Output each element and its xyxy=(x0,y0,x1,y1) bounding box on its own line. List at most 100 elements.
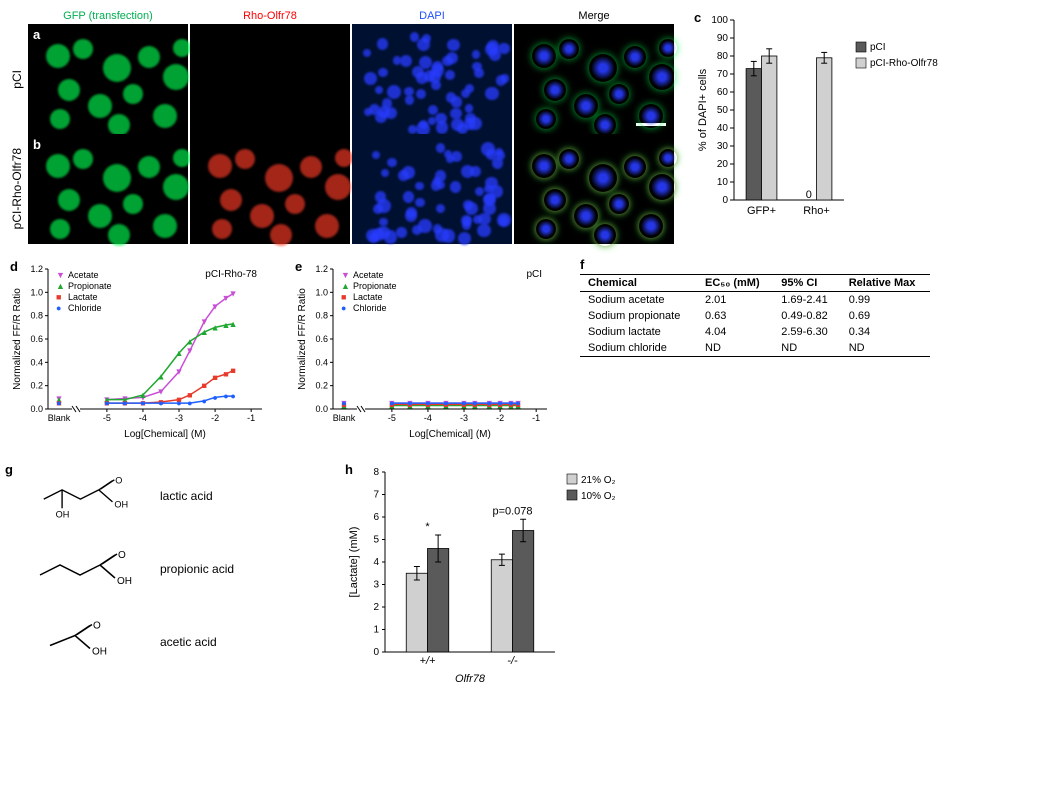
panel-c-bar-chart: c 0102030405060708090100% of DAPI+ cells… xyxy=(694,10,944,233)
svg-text:-4: -4 xyxy=(424,413,432,423)
microscopy-panel: a xyxy=(28,24,188,134)
svg-text:10% O₂: 10% O₂ xyxy=(581,491,616,502)
svg-text:▲: ▲ xyxy=(341,281,350,291)
microscopy-header: DAPI xyxy=(352,10,512,22)
svg-text:30: 30 xyxy=(717,141,729,152)
svg-text:-/-: -/- xyxy=(507,655,518,667)
svg-text:5: 5 xyxy=(373,535,379,546)
svg-text:●: ● xyxy=(341,303,346,313)
panel-letter: e xyxy=(295,259,302,274)
svg-text:pCI-Rho-78: pCI-Rho-78 xyxy=(205,269,257,280)
svg-text:0: 0 xyxy=(806,189,812,201)
svg-text:2: 2 xyxy=(373,602,379,613)
panel-g-structures: g OOHOHlactic acidOOHpropionic acidOOHac… xyxy=(10,462,285,686)
svg-text:6: 6 xyxy=(373,512,379,523)
svg-text:[Lactate] (mM): [Lactate] (mM) xyxy=(348,527,360,598)
table-row: Sodium acetate2.011.69-2.410.99 xyxy=(580,292,930,309)
svg-text:1.2: 1.2 xyxy=(315,264,328,274)
microscopy-row-label: pCI-Rho-Olfr78 xyxy=(10,148,26,229)
svg-text:1: 1 xyxy=(373,625,379,636)
svg-text:20: 20 xyxy=(717,159,729,170)
panel-h-bar-chart: h 012345678[Lactate] (mM)+/+-/-Olfr78*p=… xyxy=(345,462,645,690)
svg-text:OH: OH xyxy=(117,576,132,587)
svg-text:0: 0 xyxy=(722,195,728,206)
svg-text:3: 3 xyxy=(373,580,379,591)
svg-text:Acetate: Acetate xyxy=(68,270,99,280)
svg-text:% of DAPI+ cells: % of DAPI+ cells xyxy=(697,68,709,151)
svg-text:GFP+: GFP+ xyxy=(747,205,776,217)
microscopy-header: Merge xyxy=(514,10,674,22)
svg-text:100: 100 xyxy=(711,15,728,26)
chemical-label: lactic acid xyxy=(160,489,213,503)
svg-text:●: ● xyxy=(341,398,346,408)
svg-text:-5: -5 xyxy=(388,413,396,423)
svg-text:Blank: Blank xyxy=(48,413,71,423)
svg-text:80: 80 xyxy=(717,51,729,62)
table-row: Sodium chlorideNDNDND xyxy=(580,340,930,357)
svg-text:70: 70 xyxy=(717,69,729,80)
svg-text:1.0: 1.0 xyxy=(30,287,43,297)
svg-text:10: 10 xyxy=(717,177,729,188)
microscopy-header: GFP (transfection) xyxy=(28,10,188,22)
svg-text:-2: -2 xyxy=(496,413,504,423)
microscopy-row-label: pCI xyxy=(10,70,26,89)
svg-text:0.2: 0.2 xyxy=(315,381,328,391)
svg-text:O: O xyxy=(93,621,101,632)
panel-letter: f xyxy=(580,257,584,272)
table-row: Sodium lactate4.042.59-6.300.34 xyxy=(580,324,930,340)
svg-text:Propionate: Propionate xyxy=(353,281,397,291)
svg-text:0.8: 0.8 xyxy=(30,311,43,321)
svg-text:8: 8 xyxy=(373,467,379,478)
panel-letter: g xyxy=(5,462,13,477)
svg-text:0.4: 0.4 xyxy=(315,357,328,367)
svg-text:0.0: 0.0 xyxy=(30,404,43,414)
svg-text:-2: -2 xyxy=(211,413,219,423)
svg-text:7: 7 xyxy=(373,490,379,501)
panel-letter: c xyxy=(694,10,701,25)
table-header: EC₅₀ (mM) xyxy=(697,275,773,292)
svg-text:pCI: pCI xyxy=(870,42,886,53)
svg-text:p=0.078: p=0.078 xyxy=(492,505,532,517)
panel-e-dose-response: e 0.00.20.40.60.81.01.2Normalized FF/R R… xyxy=(295,259,555,442)
svg-text:0.6: 0.6 xyxy=(30,334,43,344)
svg-text:Normalized FF/R Ratio: Normalized FF/R Ratio xyxy=(297,288,308,390)
svg-text:Blank: Blank xyxy=(333,413,356,423)
svg-text:90: 90 xyxy=(717,33,729,44)
chemical-structure: OOHacetic acid xyxy=(25,613,285,671)
table-header: Relative Max xyxy=(841,275,930,292)
svg-text:0.0: 0.0 xyxy=(315,404,328,414)
svg-text:Propionate: Propionate xyxy=(68,281,112,291)
svg-text:Chloride: Chloride xyxy=(353,303,387,313)
svg-text:Olfr78: Olfr78 xyxy=(455,673,486,685)
panel-letter: a xyxy=(33,27,40,42)
svg-text:Log[Chemical] (M): Log[Chemical] (M) xyxy=(124,429,206,439)
panel-letter: b xyxy=(33,137,41,152)
microscopy-panel xyxy=(514,24,674,134)
svg-text:●: ● xyxy=(56,398,61,408)
svg-text:-4: -4 xyxy=(139,413,147,423)
svg-text:O: O xyxy=(115,476,122,486)
microscopy-header: Rho-Olfr78 xyxy=(190,10,350,22)
microscopy-grid: GFP (transfection)Rho-Olfr78DAPIMerge pC… xyxy=(10,10,674,244)
svg-text:●: ● xyxy=(56,303,61,313)
svg-text:▲: ▲ xyxy=(56,281,65,291)
svg-text:-3: -3 xyxy=(175,413,183,423)
svg-text:Acetate: Acetate xyxy=(353,270,384,280)
panel-letter: d xyxy=(10,259,18,274)
svg-text:■: ■ xyxy=(56,292,61,302)
svg-text:▼: ▼ xyxy=(56,270,65,280)
microscopy-panel xyxy=(190,24,350,134)
svg-text:*: * xyxy=(425,521,430,533)
svg-text:■: ■ xyxy=(341,292,346,302)
svg-text:O: O xyxy=(118,550,126,561)
svg-text:4: 4 xyxy=(373,557,379,568)
svg-text:OH: OH xyxy=(56,509,70,519)
svg-text:0: 0 xyxy=(373,647,379,658)
svg-text:Log[Chemical] (M): Log[Chemical] (M) xyxy=(409,429,491,439)
svg-text:50: 50 xyxy=(717,105,729,116)
chemical-label: acetic acid xyxy=(160,635,217,649)
svg-text:0.4: 0.4 xyxy=(30,357,43,367)
svg-text:1.0: 1.0 xyxy=(315,287,328,297)
panel-d-dose-response: d 0.00.20.40.60.81.01.2Normalized FF/R R… xyxy=(10,259,270,442)
svg-text:0.8: 0.8 xyxy=(315,311,328,321)
